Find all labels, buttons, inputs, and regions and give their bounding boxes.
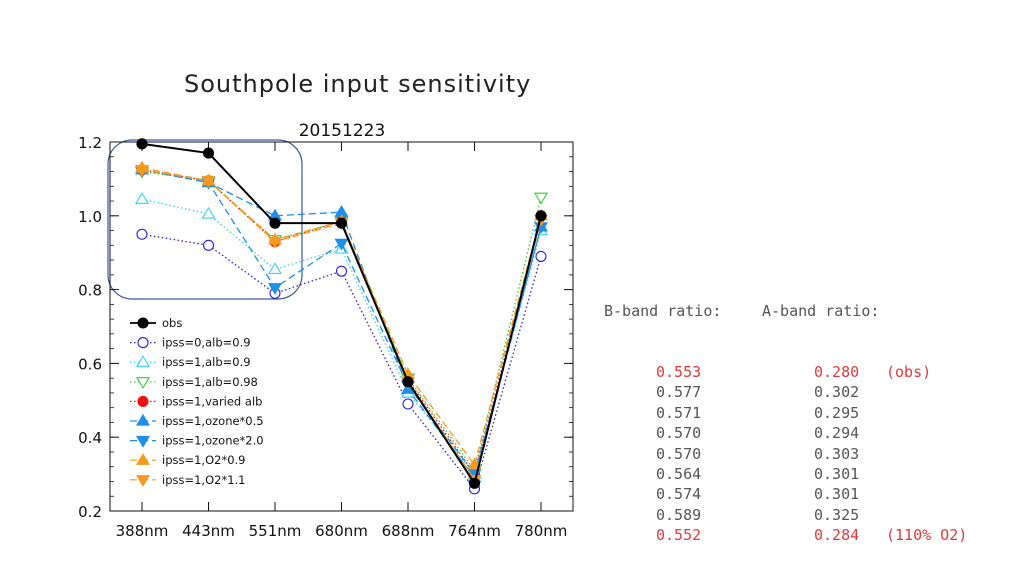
legend-marker bbox=[137, 337, 149, 349]
x-tick-label: 443nm bbox=[182, 522, 235, 540]
y-tick-label: 0.6 bbox=[78, 355, 102, 373]
y-tick-label: 0.4 bbox=[78, 429, 102, 447]
b-band-ratio-value: 0.553 bbox=[656, 363, 702, 382]
data-point bbox=[468, 477, 481, 489]
legend-marker bbox=[135, 355, 151, 367]
a-band-ratio-value: 0.284 bbox=[814, 526, 860, 545]
ratio-row: 0.574 0.301 bbox=[604, 484, 859, 504]
data-point bbox=[201, 176, 216, 188]
data-point bbox=[334, 238, 349, 251]
a-band-ratio-value: 0.303 bbox=[814, 444, 860, 463]
data-point bbox=[533, 192, 549, 205]
legend-marker bbox=[135, 413, 151, 426]
a-band-ratio-value: 0.301 bbox=[814, 485, 860, 504]
b-band-ratio-value: 0.577 bbox=[656, 383, 702, 402]
legend-marker bbox=[135, 475, 151, 487]
data-point bbox=[335, 217, 348, 229]
data-point bbox=[267, 262, 283, 274]
ratio-row: 0.570 0.303 bbox=[604, 444, 859, 464]
legend-marker bbox=[135, 453, 151, 465]
a-band-ratio-value: 0.325 bbox=[814, 505, 860, 524]
b-band-ratio-value: 0.574 bbox=[656, 485, 702, 504]
legend-label: ipss=0,alb=0.9 bbox=[162, 336, 251, 350]
data-point bbox=[201, 206, 216, 219]
data-point bbox=[202, 239, 215, 251]
b-band-ratio-value: 0.589 bbox=[656, 505, 702, 524]
data-point bbox=[402, 376, 414, 388]
ratio-note: (110% O2) bbox=[886, 526, 968, 545]
slide-title: Southpole input sensitivity bbox=[184, 70, 532, 98]
data-point bbox=[136, 138, 148, 150]
data-point bbox=[535, 210, 547, 222]
legend-marker bbox=[137, 395, 149, 407]
legend-label: ipss=1,alb=0.9 bbox=[162, 355, 251, 369]
data-point bbox=[267, 283, 283, 295]
series-1 bbox=[136, 228, 547, 495]
legend-label: ipss=1,ozone*0.5 bbox=[162, 414, 264, 428]
legend-label: ipss=1,varied alb bbox=[162, 394, 262, 408]
data-point bbox=[136, 228, 148, 240]
ratio-row: 0.589 0.325 bbox=[604, 505, 859, 525]
y-tick-label: 0.8 bbox=[78, 282, 102, 300]
x-tick-label: 680nm bbox=[315, 522, 368, 540]
b-band-ratio-value: 0.570 bbox=[656, 444, 702, 463]
x-tick-label: 780nm bbox=[515, 522, 568, 540]
legend-marker bbox=[137, 317, 149, 329]
legend-label: ipss=1,alb=0.98 bbox=[162, 375, 258, 389]
legend-label: obs bbox=[162, 316, 182, 330]
ratio-row: 0.577 0.302 bbox=[604, 382, 859, 402]
a-band-ratio-value: 0.294 bbox=[814, 424, 860, 443]
legend-marker bbox=[135, 377, 151, 389]
data-point bbox=[267, 236, 283, 249]
a-band-ratio-value: 0.280 bbox=[814, 363, 860, 382]
a-band-ratio-value: 0.302 bbox=[814, 383, 860, 402]
ratio-row: 0.571 0.295 bbox=[604, 403, 859, 423]
y-tick-label: 0.2 bbox=[78, 503, 102, 521]
data-point bbox=[402, 398, 414, 410]
b-band-ratio-value: 0.564 bbox=[656, 464, 702, 483]
a-band-ratio-value: 0.295 bbox=[814, 403, 860, 422]
data-point bbox=[134, 192, 150, 204]
chart-title: 20151223 bbox=[299, 121, 386, 141]
y-tick-label: 1.2 bbox=[78, 134, 102, 152]
b-band-ratio-value: 0.571 bbox=[656, 403, 702, 422]
data-point bbox=[335, 265, 348, 277]
data-point bbox=[535, 250, 547, 262]
data-point bbox=[134, 165, 150, 177]
x-tick-label: 388nm bbox=[116, 522, 169, 540]
x-tick-label: 764nm bbox=[448, 522, 501, 540]
ratio-row: 0.564 0.301 bbox=[604, 464, 859, 484]
ratio-table-header: B-band ratio: A-band ratio: bbox=[604, 301, 879, 321]
highlight-box bbox=[107, 139, 303, 300]
x-tick-label: 688nm bbox=[382, 522, 435, 540]
series-line bbox=[141, 142, 542, 486]
ratio-row: 0.570 0.294 bbox=[604, 423, 859, 443]
ratio-row: 0.552 0.284 (110% O2) bbox=[604, 525, 967, 545]
b-band-ratio-value: 0.552 bbox=[656, 526, 702, 545]
legend-label: ipss=1,O2*1.1 bbox=[162, 473, 246, 487]
legend-label: ipss=1,O2*0.9 bbox=[162, 453, 246, 467]
ratio-table: B-band ratio: A-band ratio: 0.553 0.280 (o… bbox=[604, 260, 967, 566]
x-tick-label: 551nm bbox=[249, 522, 302, 540]
y-tick-label: 1.0 bbox=[78, 208, 102, 226]
b-band-ratio-value: 0.570 bbox=[656, 424, 702, 443]
data-point bbox=[269, 217, 281, 229]
legend-marker bbox=[135, 435, 151, 448]
series-0 bbox=[136, 138, 547, 489]
ratio-note: (obs) bbox=[886, 363, 932, 382]
a-band-ratio-value: 0.301 bbox=[814, 464, 860, 483]
ratio-row: 0.553 0.280 (obs) bbox=[604, 362, 931, 382]
data-point bbox=[202, 147, 215, 159]
b-band-ratio-header: B-band ratio: bbox=[604, 301, 722, 320]
a-band-ratio-header: A-band ratio: bbox=[762, 301, 880, 320]
legend-label: ipss=1,ozone*2.0 bbox=[162, 434, 264, 448]
